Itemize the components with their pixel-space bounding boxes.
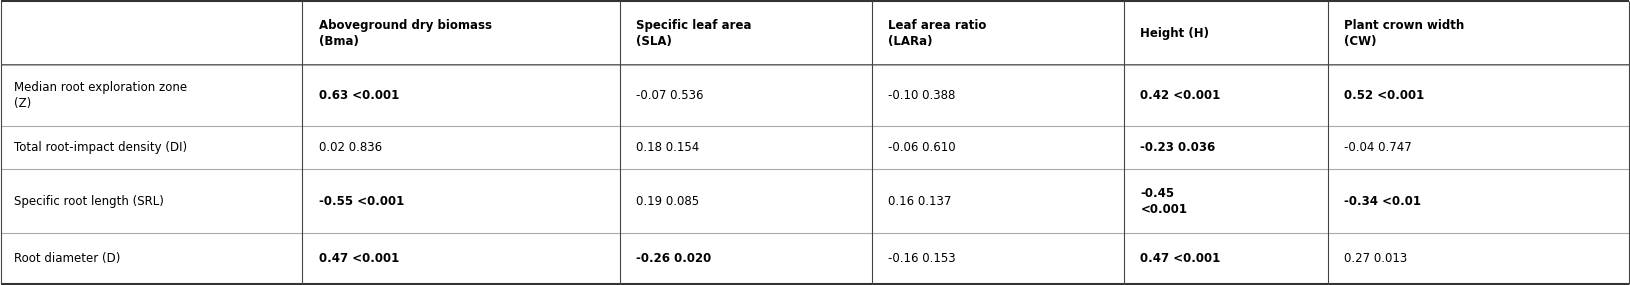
Text: 0.52 <0.001: 0.52 <0.001 <box>1343 89 1425 102</box>
Text: Total root-impact density (DI): Total root-impact density (DI) <box>15 141 187 154</box>
Text: 0.19 0.085: 0.19 0.085 <box>636 195 699 207</box>
Text: -0.34 <0.01: -0.34 <0.01 <box>1343 195 1421 207</box>
Text: -0.07 0.536: -0.07 0.536 <box>636 89 704 102</box>
Text: Plant crown width
(CW): Plant crown width (CW) <box>1343 19 1464 48</box>
Text: Median root exploration zone
(Z): Median root exploration zone (Z) <box>15 81 187 110</box>
Text: 0.02 0.836: 0.02 0.836 <box>319 141 381 154</box>
Text: -0.26 0.020: -0.26 0.020 <box>636 252 711 265</box>
Text: Specific leaf area
(SLA): Specific leaf area (SLA) <box>636 19 751 48</box>
Text: 0.47 <0.001: 0.47 <0.001 <box>1141 252 1221 265</box>
Text: 0.63 <0.001: 0.63 <0.001 <box>319 89 399 102</box>
Text: -0.55 <0.001: -0.55 <0.001 <box>319 195 404 207</box>
Text: -0.16 0.153: -0.16 0.153 <box>888 252 955 265</box>
Text: -0.04 0.747: -0.04 0.747 <box>1343 141 1412 154</box>
Text: Leaf area ratio
(LARa): Leaf area ratio (LARa) <box>888 19 986 48</box>
Text: 0.16 0.137: 0.16 0.137 <box>888 195 952 207</box>
Text: 0.42 <0.001: 0.42 <0.001 <box>1141 89 1221 102</box>
Text: Specific root length (SRL): Specific root length (SRL) <box>15 195 165 207</box>
Text: 0.47 <0.001: 0.47 <0.001 <box>319 252 399 265</box>
Text: Root diameter (D): Root diameter (D) <box>15 252 121 265</box>
Text: 0.27 0.013: 0.27 0.013 <box>1343 252 1407 265</box>
Text: -0.45
<0.001: -0.45 <0.001 <box>1141 187 1187 215</box>
Text: -0.10 0.388: -0.10 0.388 <box>888 89 955 102</box>
Text: -0.06 0.610: -0.06 0.610 <box>888 141 955 154</box>
Text: Aboveground dry biomass
(Bma): Aboveground dry biomass (Bma) <box>319 19 492 48</box>
Text: 0.18 0.154: 0.18 0.154 <box>636 141 699 154</box>
Text: -0.23 0.036: -0.23 0.036 <box>1141 141 1216 154</box>
Text: Height (H): Height (H) <box>1141 27 1209 40</box>
